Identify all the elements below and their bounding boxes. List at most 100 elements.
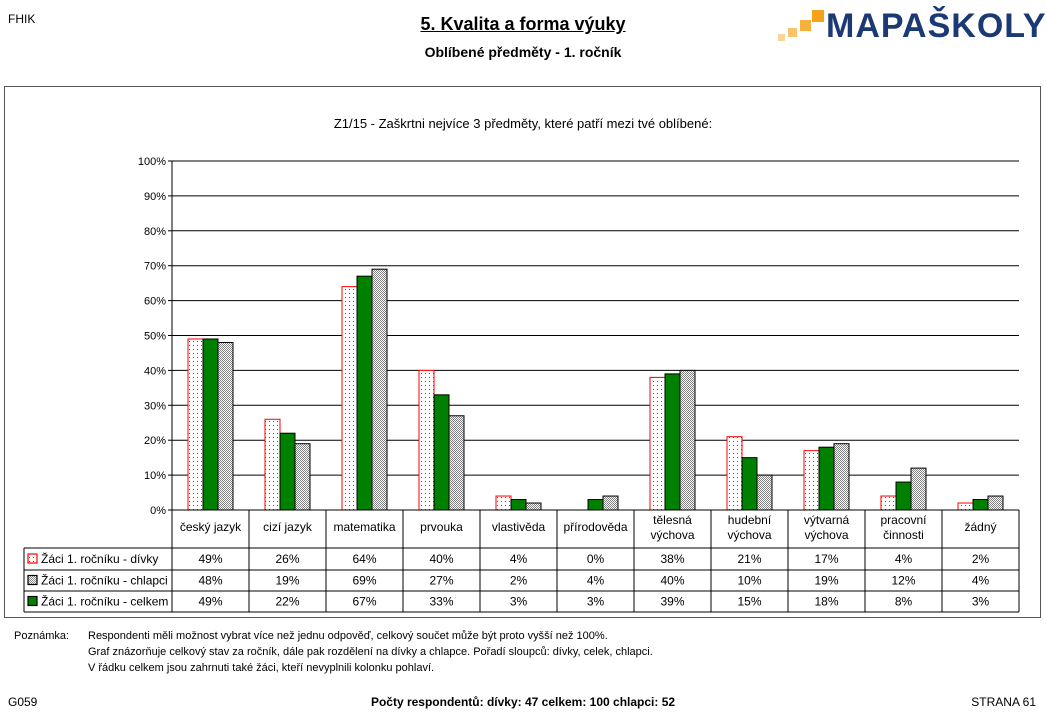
- bar-total: [587, 499, 604, 511]
- data-label: 4%: [587, 574, 605, 588]
- data-label: 49%: [198, 552, 222, 566]
- data-label: 3%: [587, 595, 605, 609]
- x-category-label: činnosti: [883, 528, 924, 542]
- data-label: 15%: [737, 595, 761, 609]
- x-category-label: tělesná: [653, 513, 692, 527]
- bar-total: [510, 499, 527, 511]
- data-label: 39%: [660, 595, 684, 609]
- data-label: 21%: [737, 552, 761, 566]
- bar-boys: [679, 369, 696, 511]
- x-category-label: přírodověda: [563, 520, 627, 534]
- y-tick-label: 30%: [144, 400, 166, 412]
- data-label: 49%: [198, 595, 222, 609]
- data-label: 38%: [660, 552, 684, 566]
- x-category-label: výchova: [727, 528, 771, 542]
- logo-squares-icon: [778, 10, 824, 41]
- bar-girls: [418, 369, 435, 511]
- x-category-label: vlastivěda: [492, 520, 546, 534]
- y-tick-label: 0%: [150, 505, 166, 517]
- data-label: 27%: [429, 574, 453, 588]
- data-label: 64%: [352, 552, 376, 566]
- x-category-label: český jazyk: [180, 520, 242, 534]
- x-category-label: výchova: [650, 528, 694, 542]
- bar-girls: [803, 450, 820, 511]
- bar-girls: [187, 338, 204, 511]
- data-label: 26%: [275, 552, 299, 566]
- data-label: 48%: [198, 574, 222, 588]
- bar-boys: [987, 495, 1004, 511]
- y-tick-label: 60%: [144, 296, 166, 308]
- data-label: 18%: [814, 595, 838, 609]
- data-label: 40%: [429, 552, 453, 566]
- bar-girls: [264, 418, 281, 511]
- data-label: 19%: [814, 574, 838, 588]
- bar-girls: [880, 495, 897, 511]
- data-label: 10%: [737, 574, 761, 588]
- bar-total: [664, 373, 681, 511]
- bar-boys: [910, 467, 927, 511]
- legend-label: Žáci 1. ročníku - chlapci: [41, 573, 168, 588]
- chart-frame: [4, 86, 1041, 618]
- page-subtitle: Oblíbené předměty - 1. ročník: [424, 44, 622, 60]
- legend-label: Žáci 1. ročníku - dívky: [41, 551, 158, 566]
- x-category-label: výtvarná: [804, 513, 850, 527]
- bar-girls: [495, 495, 512, 511]
- bar-total: [972, 499, 989, 511]
- x-category-label: matematika: [333, 520, 395, 534]
- y-tick-label: 10%: [144, 470, 166, 482]
- note-line: Graf znázorňuje celkový stav za ročník, …: [88, 646, 653, 658]
- bar-total: [433, 394, 450, 511]
- y-tick-label: 20%: [144, 435, 166, 447]
- page-number: STRANA 61: [971, 695, 1036, 709]
- data-label: 2%: [510, 574, 528, 588]
- y-tick-label: 50%: [144, 331, 166, 343]
- data-label: 12%: [891, 574, 915, 588]
- data-label: 2%: [972, 552, 990, 566]
- x-category-label: cizí jazyk: [263, 520, 313, 534]
- legend-swatch-total: [27, 595, 38, 607]
- bar-total: [356, 275, 373, 511]
- logo-text: MAPAŠKOLY: [826, 7, 1046, 45]
- data-label: 22%: [275, 595, 299, 609]
- y-tick-label: 40%: [144, 365, 166, 377]
- logo: MAPAŠKOLY: [776, 8, 1046, 44]
- note-line: V řádku celkem jsou zahrnuti také žáci, …: [88, 662, 435, 674]
- bar-total: [741, 457, 758, 511]
- footer-code: G059: [8, 695, 38, 709]
- corner-code: FHIK: [8, 12, 36, 26]
- note-line: Respondenti měli možnost vybrat více než…: [88, 630, 608, 642]
- data-label: 69%: [352, 574, 376, 588]
- bar-boys: [448, 415, 465, 511]
- x-category-label: žádný: [964, 520, 996, 534]
- x-category-label: hudební: [728, 513, 772, 527]
- data-label: 17%: [814, 552, 838, 566]
- legend-label: Žáci 1. ročníku - celkem: [41, 594, 168, 609]
- data-label: 4%: [895, 552, 913, 566]
- legend-swatch-girls: [27, 553, 38, 564]
- bar-boys: [525, 502, 542, 511]
- data-label: 0%: [587, 552, 605, 566]
- data-label: 67%: [352, 595, 376, 609]
- data-label: 19%: [275, 574, 299, 588]
- data-label: 40%: [660, 574, 684, 588]
- bar-total: [818, 446, 835, 511]
- x-category-label: výchova: [804, 528, 848, 542]
- bar-girls: [341, 286, 358, 511]
- y-tick-label: 80%: [144, 226, 166, 238]
- bar-boys: [602, 495, 619, 511]
- page-title: 5. Kvalita a forma výuky: [420, 14, 626, 34]
- data-label: 4%: [972, 574, 990, 588]
- x-category-label: pracovní: [880, 513, 927, 527]
- bar-boys: [371, 268, 388, 511]
- bar-boys: [217, 341, 234, 511]
- bar-girls: [726, 436, 743, 511]
- legend-swatch-boys: [27, 574, 38, 586]
- data-label: 3%: [972, 595, 990, 609]
- chart-title: Z1/15 - Zaškrtni nejvíce 3 předměty, kte…: [333, 116, 713, 131]
- respondent-counts: Počty respondentů: dívky: 47 celkem: 100…: [370, 695, 676, 709]
- notes-text: Respondenti měli možnost vybrat více než…: [88, 628, 788, 676]
- y-tick-label: 100%: [138, 156, 166, 168]
- x-category-label: prvouka: [420, 520, 463, 534]
- data-label: 3%: [510, 595, 528, 609]
